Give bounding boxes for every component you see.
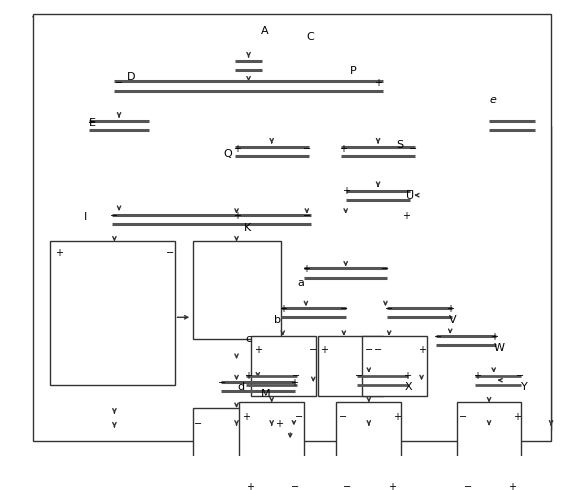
Text: +: +: [302, 264, 310, 274]
Text: −: −: [111, 211, 119, 220]
Text: c: c: [246, 334, 252, 344]
Text: +: +: [275, 418, 283, 429]
Text: −: −: [194, 418, 202, 429]
Text: A: A: [260, 26, 268, 36]
Text: +: +: [242, 412, 250, 422]
Text: −: −: [115, 78, 123, 88]
Text: −: −: [407, 187, 415, 196]
Text: −: −: [464, 483, 472, 490]
Text: −: −: [409, 144, 417, 154]
Text: +: +: [290, 378, 298, 388]
Text: +: +: [490, 332, 498, 342]
Text: −: −: [303, 144, 311, 154]
Text: Y: Y: [521, 382, 528, 392]
Text: −: −: [218, 378, 226, 388]
Text: −: −: [303, 211, 311, 220]
Text: −: −: [385, 304, 393, 314]
Text: +: +: [246, 483, 254, 490]
Bar: [336, 402, 401, 458]
Text: −: −: [381, 264, 390, 274]
Text: S: S: [397, 140, 404, 149]
Text: I: I: [84, 212, 87, 222]
Bar: [252, 336, 316, 396]
Text: e: e: [489, 95, 496, 105]
Text: −: −: [339, 412, 347, 422]
Text: +: +: [254, 344, 262, 355]
Text: +: +: [55, 247, 63, 258]
Text: −: −: [374, 344, 382, 355]
Text: +: +: [418, 344, 425, 355]
Text: b: b: [274, 316, 281, 325]
Text: C: C: [307, 32, 315, 42]
Text: E: E: [88, 119, 95, 128]
Text: +: +: [508, 483, 516, 490]
Text: −: −: [295, 412, 304, 422]
Bar: [362, 336, 427, 396]
Text: +: +: [232, 144, 240, 154]
Text: −: −: [88, 118, 97, 128]
Text: −: −: [292, 371, 300, 382]
Text: V: V: [449, 316, 457, 325]
Text: D: D: [126, 72, 135, 82]
Text: +: +: [446, 304, 454, 314]
Text: −: −: [309, 344, 318, 355]
Text: +: +: [342, 187, 350, 196]
Text: a: a: [298, 278, 304, 289]
Bar: [50, 242, 174, 385]
Text: −: −: [434, 332, 442, 342]
Text: +: +: [388, 483, 396, 490]
Text: −: −: [340, 304, 348, 314]
Text: −: −: [166, 247, 174, 258]
Bar: [457, 402, 521, 458]
Text: M: M: [260, 390, 270, 399]
Text: +: +: [402, 211, 410, 220]
Text: −: −: [365, 344, 373, 355]
Text: +: +: [243, 371, 252, 382]
Text: +: +: [232, 211, 240, 220]
Text: +: +: [473, 371, 481, 382]
Bar: [341, 474, 397, 490]
Bar: [239, 402, 304, 458]
Text: +: +: [279, 304, 287, 314]
Text: U: U: [406, 192, 414, 201]
Text: −: −: [291, 483, 299, 490]
Text: +: +: [513, 412, 521, 422]
Text: P: P: [350, 66, 357, 75]
Text: W: W: [494, 343, 505, 353]
Text: +: +: [339, 144, 347, 154]
Text: +: +: [402, 371, 411, 382]
Text: −: −: [459, 412, 467, 422]
Text: −: −: [343, 483, 352, 490]
Text: d: d: [238, 382, 245, 392]
Bar: [193, 242, 281, 339]
Text: +: +: [321, 344, 328, 355]
Text: +: +: [393, 412, 401, 422]
Text: Q: Q: [223, 149, 232, 159]
Bar: [244, 474, 300, 490]
Text: −: −: [515, 371, 524, 382]
Text: X: X: [405, 382, 412, 392]
Bar: [318, 336, 383, 396]
Text: −: −: [355, 371, 363, 382]
Bar: [462, 474, 517, 490]
Text: +: +: [374, 78, 382, 88]
Bar: [193, 408, 281, 490]
Text: K: K: [244, 223, 251, 233]
